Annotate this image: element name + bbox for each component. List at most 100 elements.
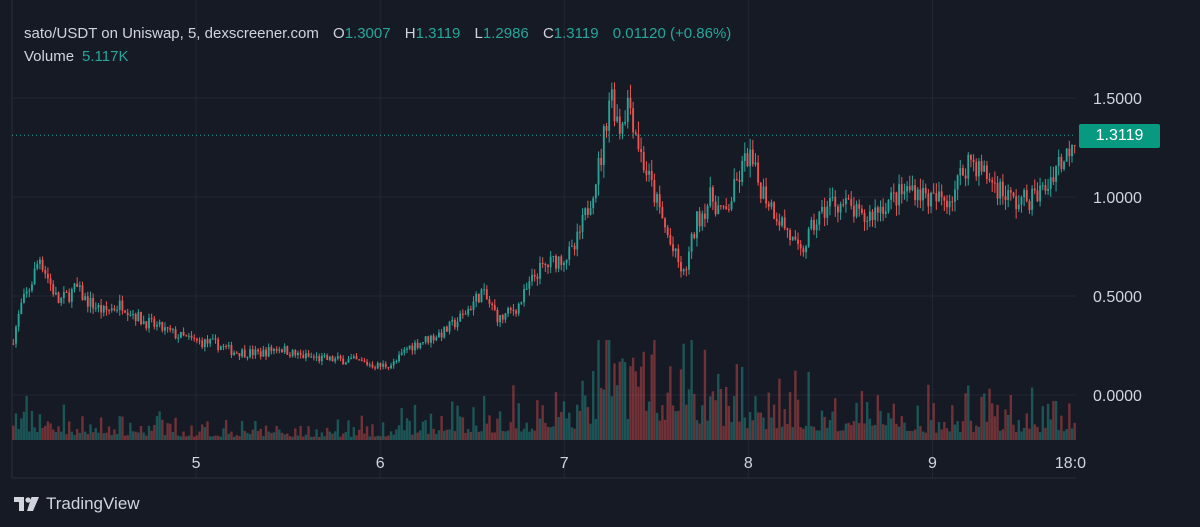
volume-bar	[1017, 420, 1021, 440]
volume-bar	[36, 431, 39, 440]
volume-bar	[83, 431, 87, 440]
candle-body	[791, 236, 794, 241]
candle-body	[690, 233, 693, 252]
volume-bar	[161, 419, 164, 440]
volume-bar	[661, 405, 664, 440]
candle-body	[797, 239, 799, 245]
candle-body	[621, 123, 624, 134]
volume-bar	[424, 420, 427, 440]
volume-bar	[658, 420, 661, 440]
candle-body	[525, 288, 528, 290]
volume-bar	[831, 411, 834, 440]
candle-body	[570, 245, 573, 247]
tradingview-icon	[14, 497, 39, 511]
candle-body	[403, 349, 406, 353]
volume-bar	[669, 366, 672, 440]
candle-body	[624, 121, 627, 124]
volume-bar	[179, 436, 183, 440]
volume-bar	[469, 431, 473, 440]
candle-body	[922, 187, 924, 201]
candle-body	[246, 357, 249, 359]
candle-body	[1028, 201, 1031, 210]
volume-bar	[490, 432, 494, 440]
candle-body	[932, 192, 935, 194]
volume-bar	[858, 423, 861, 440]
candle-body	[597, 157, 600, 185]
volume-bar	[802, 428, 805, 440]
candle-body	[610, 89, 613, 101]
candle-body	[1036, 190, 1039, 202]
volume-bar	[533, 430, 536, 440]
volume-bar	[474, 425, 478, 440]
candle-body	[847, 198, 850, 200]
volume-bar	[589, 423, 592, 440]
candle-body	[60, 297, 63, 303]
candle-body	[326, 355, 329, 360]
volume-bar	[1070, 428, 1074, 440]
candle-body	[682, 269, 685, 272]
volume-bar	[961, 421, 965, 440]
candle-body	[1007, 190, 1010, 200]
volume-bar	[725, 386, 728, 440]
candle-body	[440, 332, 443, 338]
candle-body	[145, 321, 148, 329]
volume-bar	[514, 428, 518, 440]
candle-body	[648, 170, 651, 175]
volume-bar	[118, 416, 121, 440]
candle-body	[975, 162, 978, 177]
candle-body	[605, 126, 608, 131]
candle-body	[25, 291, 28, 294]
candle-body	[520, 302, 523, 304]
candle-body	[876, 207, 879, 213]
chart-grid	[11, 0, 1076, 479]
volume-bar	[392, 434, 395, 440]
candle-body	[608, 100, 611, 131]
volume-bar	[698, 423, 701, 440]
volume-bar	[275, 425, 278, 440]
candle-body	[297, 352, 299, 356]
volume-bar	[230, 431, 233, 440]
candle-body	[722, 206, 725, 208]
candle-body	[105, 306, 108, 311]
candle-body	[488, 299, 491, 304]
volume-bar	[719, 388, 723, 440]
candle-body	[209, 339, 212, 344]
candle-body	[1057, 156, 1060, 167]
volume-bar	[895, 423, 898, 440]
candle-body	[1060, 156, 1063, 170]
volume-bar	[65, 434, 68, 440]
candle-body	[94, 307, 97, 309]
x-tick-label: 5	[192, 455, 201, 472]
candle-body	[645, 170, 648, 175]
candle-body	[124, 310, 126, 313]
time-axis[interactable]: 5 6 7 8 9 18:0	[192, 455, 1087, 472]
candle-body	[453, 319, 456, 328]
candle-body	[842, 204, 845, 206]
volume-bar	[975, 425, 978, 440]
price-axis[interactable]: 1.5000 1.0000 0.5000 0.0000	[1093, 91, 1142, 405]
volume-bar	[363, 433, 366, 440]
candle-body	[916, 189, 919, 201]
candle-body	[629, 97, 632, 109]
candle-body	[459, 313, 462, 322]
candle-body	[230, 345, 233, 356]
tradingview-logo[interactable]: TradingView	[14, 494, 140, 514]
candle-body	[578, 231, 581, 233]
volume-bar	[256, 430, 260, 440]
candle-body	[703, 213, 706, 219]
volume-bar	[818, 430, 821, 440]
volume-bar	[185, 436, 188, 440]
candle-body	[789, 230, 791, 241]
candle-body	[187, 335, 190, 337]
volume-bar	[264, 425, 268, 440]
volume-bar	[70, 431, 74, 440]
volume-bar	[653, 340, 656, 440]
candle-body	[1041, 185, 1044, 187]
candle-body	[464, 313, 467, 315]
volume-bar	[562, 401, 566, 440]
candle-body	[568, 246, 571, 260]
candle-body	[376, 363, 379, 369]
volume-bar	[195, 435, 199, 440]
volume-bar	[783, 409, 786, 440]
